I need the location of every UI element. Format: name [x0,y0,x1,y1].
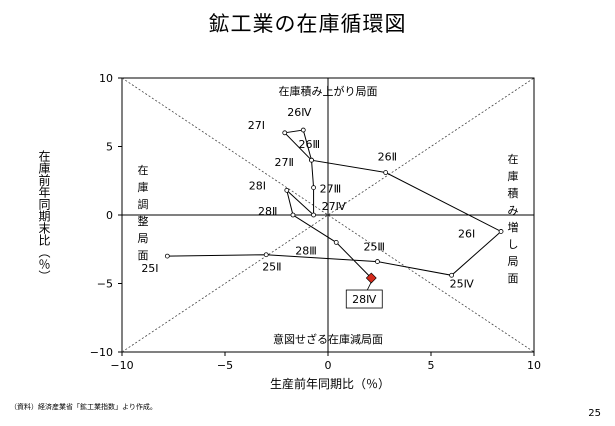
data-point [164,253,170,259]
point-label: 28Ⅱ [258,205,277,218]
point-label: 26Ⅰ [458,227,475,240]
y-axis-label: 在庫前年同期末比（％） [37,150,51,282]
x-tick-label: −5 [217,359,233,372]
data-points [164,127,504,284]
data-point [290,212,296,218]
data-point [282,130,288,136]
data-point [284,187,290,193]
data-point [498,229,504,234]
point-labels: 25Ⅰ 25Ⅱ 25Ⅲ 25Ⅳ 26Ⅰ 26Ⅱ 26Ⅲ 26Ⅳ 27Ⅰ 27Ⅱ 27Ⅲ 27Ⅳ 28Ⅰ 2… [141,106,475,309]
point-label: 26Ⅱ [378,151,397,164]
phase-label-left: 庫 [138,180,149,194]
phase-label-right: し [508,238,519,251]
data-point-highlight [365,272,377,284]
source-note: （資料）経済産業省「鉱工業指数」より作成。 [10,403,157,411]
data-point [300,127,306,133]
reference-line-negative [121,77,535,353]
x-tick-label: 10 [527,359,541,372]
y-tick-label: −10 [90,346,113,359]
data-point [311,185,316,191]
phase-label-right: 増 [508,221,519,234]
y-tick-label: 5 [106,141,113,154]
point-label: 25Ⅱ [262,261,281,274]
x-tick-label: 0 [325,359,332,372]
x-tick-label: −10 [110,359,133,372]
chart-title: 鉱工業の在庫循環図 [208,12,407,36]
point-label: 25Ⅰ [141,262,158,275]
phase-label-right: 積 [508,186,519,200]
phase-label-left: 面 [138,249,149,262]
point-label: 27Ⅰ [248,119,265,132]
series-path [167,129,502,279]
y-tick-label: −5 [97,278,113,291]
data-point [263,252,269,258]
point-label: 27Ⅱ [275,156,294,169]
phase-label-bottom: 意図せざる在庫減局面 [273,332,383,346]
data-point [383,170,389,175]
phase-label-left: 局 [138,232,149,245]
phase-label-top: 在庫積み上がり局面 [279,84,378,98]
reference-lines [121,77,535,353]
data-point [333,239,339,245]
callout-box [345,289,383,309]
phase-label-right: 局 [508,255,519,268]
callout-pointer [366,281,372,291]
tick-labels: −10 −5 0 5 10 −10 −5 0 5 10 [90,72,541,372]
data-point [449,272,455,278]
y-tick-label: 10 [99,72,113,85]
series-line [167,129,502,279]
point-label: 26Ⅳ [287,106,312,119]
data-point [311,212,316,218]
point-label: 25Ⅳ [450,277,475,290]
phase-label-left: 調 [138,197,149,211]
phase-label-right: み [508,204,519,217]
point-label: 26Ⅲ [299,138,321,151]
point-label: 25Ⅲ [363,241,385,254]
x-tick-label: 5 [428,359,435,372]
x-axis-label: 生産前年同期比（％） [269,377,390,391]
phase-label-right: 在 [508,153,519,166]
phase-label-right: 面 [508,272,519,285]
phase-label-left: 在 [138,164,149,177]
phase-label-left: 整 [138,214,149,228]
data-point [375,259,380,264]
data-point [309,157,314,163]
point-label: 28Ⅰ [249,179,266,192]
page-number: 25 [588,408,601,419]
point-label-highlight: 28Ⅳ [352,293,377,306]
reference-line-positive [121,77,535,353]
point-label: 28Ⅲ [295,244,317,257]
y-tick-label: 0 [106,209,113,222]
phase-label-right: 庫 [508,169,519,183]
point-label: 27Ⅳ [322,200,347,213]
point-label: 27Ⅲ [320,183,342,196]
